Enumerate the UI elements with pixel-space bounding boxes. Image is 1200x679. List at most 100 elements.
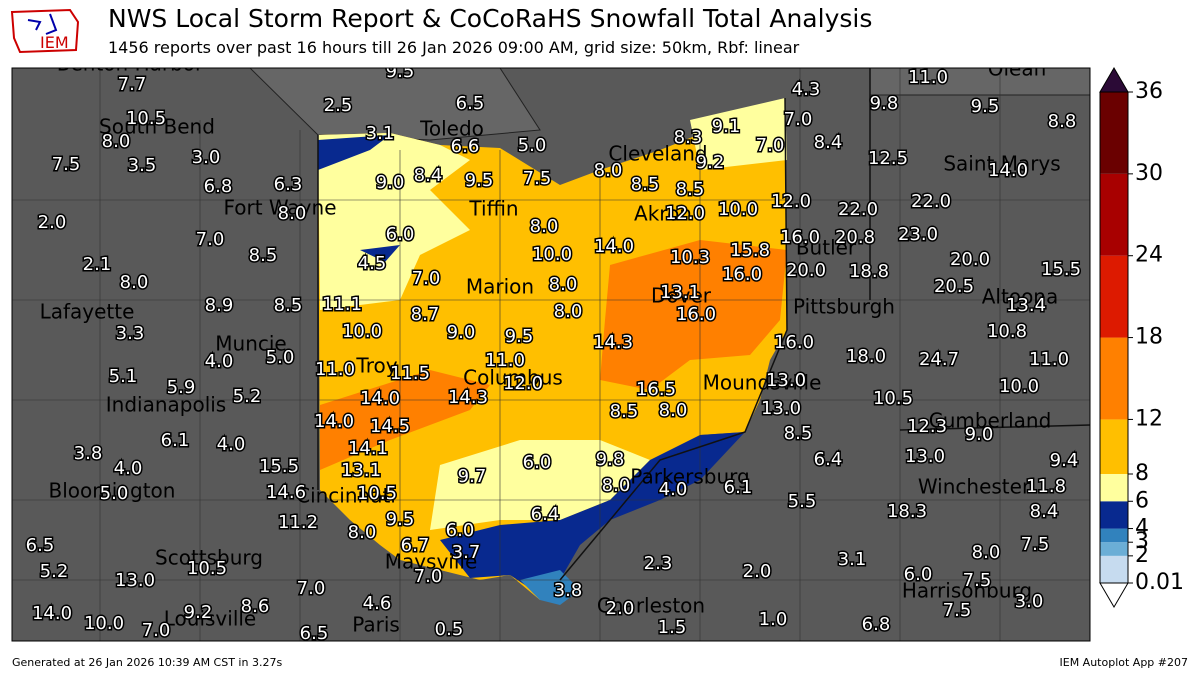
snow-report: 2.0 — [38, 212, 67, 233]
snow-report: 8.9 — [205, 295, 234, 316]
colorbar-band — [1100, 473, 1128, 502]
snow-report: 6.7 — [401, 535, 430, 556]
snow-report: 5.2 — [233, 386, 262, 407]
snow-report: 6.8 — [204, 176, 233, 197]
city-label: Harrisonburg — [902, 579, 1032, 603]
snow-report: 6.0 — [523, 452, 552, 473]
snow-report: 15.5 — [259, 456, 299, 477]
snow-report: 16.0 — [676, 304, 716, 325]
snow-report: 5.2 — [40, 561, 69, 582]
snow-report: 5.5 — [788, 491, 817, 512]
snow-report: 7.7 — [118, 74, 147, 95]
logo: IEM — [10, 8, 80, 54]
snow-report: 8.5 — [676, 179, 705, 200]
snow-report: 7.0 — [297, 578, 326, 599]
snow-report: 7.5 — [943, 600, 972, 621]
city-label: Indianapolis — [106, 393, 226, 417]
snow-report: 16.5 — [636, 379, 676, 400]
city-label: South Bend — [99, 115, 215, 139]
snow-report: 6.0 — [386, 224, 415, 245]
colorbar-band — [1100, 337, 1128, 420]
snow-report: 18.8 — [849, 261, 889, 282]
city-label: Tiffin — [468, 197, 518, 221]
snow-report: 9.5 — [465, 170, 494, 191]
snow-report: 14.6 — [266, 482, 306, 503]
colorbar-extend-under — [1099, 582, 1129, 608]
city-label: Bloomington — [49, 479, 176, 503]
colorbar-tick-label: 8 — [1135, 461, 1149, 486]
snow-report: 11.8 — [1026, 476, 1066, 497]
snow-report: 12.0 — [665, 203, 705, 224]
snow-report: 8.0 — [594, 160, 623, 181]
colorbar-band — [1100, 173, 1128, 256]
colorbar-band — [1100, 92, 1128, 174]
snow-report: 8.5 — [631, 174, 660, 195]
snow-report: 13.1 — [660, 282, 700, 303]
city-layer: Benton Harbor South Bend Toledo Olean Clevel… — [40, 68, 1061, 637]
city-label: Pittsburgh — [793, 295, 895, 319]
snow-report: 8.6 — [241, 596, 270, 617]
logo-text: IEM — [40, 33, 69, 52]
snow-report: 3.1 — [838, 549, 867, 570]
snow-report: 15.5 — [1041, 259, 1081, 280]
snow-report: 7.5 — [1021, 534, 1050, 555]
snow-report: 10.3 — [670, 247, 710, 268]
city-label: Fort Wayne — [223, 196, 336, 220]
city-label: Marion — [466, 275, 534, 299]
snow-report: 5.1 — [109, 366, 138, 387]
snow-report: 16.0 — [774, 332, 814, 353]
colorbar-tick-label: 4 — [1135, 516, 1149, 541]
snow-report: 8.7 — [411, 304, 440, 325]
snow-report: 24.7 — [919, 349, 959, 370]
snow-report: 22.0 — [911, 191, 951, 212]
snow-report: 13.0 — [766, 370, 806, 391]
snow-report: 14.5 — [370, 416, 410, 437]
snow-report: 4.0 — [114, 458, 143, 479]
snow-report: 7.0 — [412, 268, 441, 289]
snow-report: 10.8 — [987, 321, 1027, 342]
colorbar-tick-label: 2 — [1135, 543, 1149, 568]
snow-report: 6.1 — [724, 477, 753, 498]
snow-report: 4.0 — [205, 351, 234, 372]
snow-report: 9.2 — [184, 602, 213, 623]
colorbar-extend-over — [1099, 67, 1129, 93]
snow-report: 5.0 — [100, 483, 129, 504]
city-label: Troy — [355, 354, 397, 378]
subtitle: 1456 reports over past 16 hours till 26 … — [108, 38, 800, 57]
colorbar-band — [1100, 555, 1128, 583]
snow-report: 7.5 — [963, 570, 992, 591]
snow-report: 20.0 — [950, 249, 990, 270]
snow-report: 2.5 — [324, 95, 353, 116]
report-layer: 7.79.52.5 6.54.311.09.8 9.58.810.58.0 3.16.… — [24, 68, 1082, 644]
snow-report: 9.8 — [596, 449, 625, 470]
snow-report: 9.8 — [870, 93, 899, 114]
snow-report: 8.0 — [549, 274, 578, 295]
snow-report: 23.0 — [898, 224, 938, 245]
snow-report: 8.4 — [814, 132, 843, 153]
snow-report: 6.6 — [451, 136, 480, 157]
city-label: Parkersburg — [630, 465, 749, 489]
snow-report: 14.3 — [593, 332, 633, 353]
snow-report: 3.0 — [192, 147, 221, 168]
snow-report: 15.8 — [730, 240, 770, 261]
snow-report: 8.0 — [530, 216, 559, 237]
colorbar-tick-label: 24 — [1135, 243, 1163, 268]
colorbar-band — [1100, 501, 1128, 529]
snow-report: 3.8 — [74, 443, 103, 464]
city-label: Saint Marys — [943, 152, 1060, 176]
snow-report: 10.0 — [999, 376, 1039, 397]
snow-report: 8.3 — [674, 127, 703, 148]
city-label: Muncie — [215, 332, 286, 356]
snow-report: 7.0 — [142, 620, 171, 641]
city-label: Akron — [634, 202, 692, 226]
footer-right: IEM Autoplot App #207 — [1060, 656, 1189, 669]
snow-report: 12.0 — [771, 191, 811, 212]
snow-report: 9.7 — [458, 466, 487, 487]
snow-report: 13.4 — [1006, 295, 1046, 316]
snow-report: 4.0 — [217, 434, 246, 455]
snow-report: 14.1 — [348, 438, 388, 459]
snow-report: 6.5 — [300, 623, 329, 644]
snow-report: 10.0 — [532, 244, 572, 265]
snow-report: 6.5 — [456, 93, 485, 114]
